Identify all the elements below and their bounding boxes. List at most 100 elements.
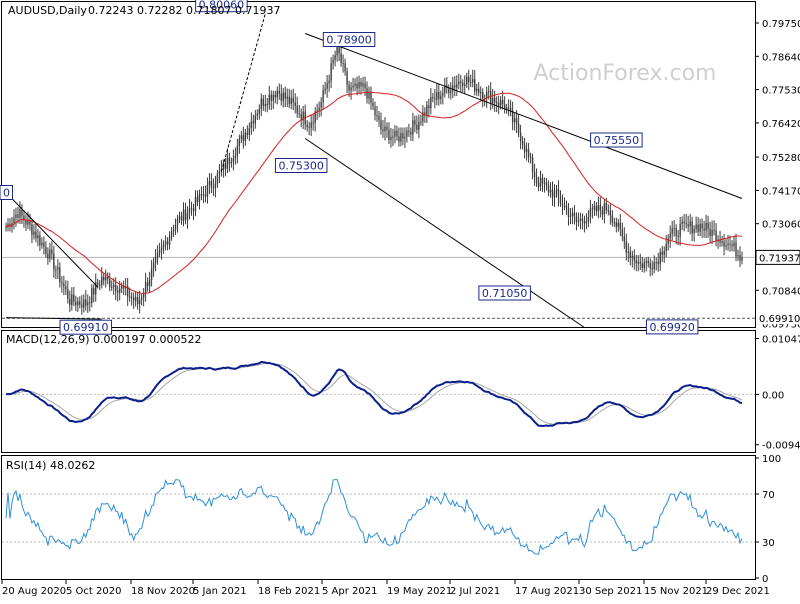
candle-body (513, 118, 516, 123)
candle-body (607, 210, 610, 212)
candle-body (280, 93, 282, 101)
candle-body (739, 254, 741, 261)
candle-body (733, 242, 735, 247)
candle-body (75, 301, 77, 306)
candle-body (541, 177, 544, 184)
candle-body (85, 299, 87, 306)
candle-body (172, 229, 175, 232)
candle-body (412, 120, 414, 135)
candle-body (368, 91, 370, 99)
candle-body (468, 76, 470, 83)
candle-body (258, 109, 261, 114)
symbol-title: AUDUSD,Daily 0.72243 0.72282 0.71807 0.7… (8, 4, 280, 17)
candle-body (336, 43, 338, 56)
macd-tick-label: -0.009426 (762, 441, 800, 452)
candle-body (97, 282, 99, 285)
candle-body (244, 132, 247, 142)
candle-body (264, 104, 266, 106)
candle-body (495, 102, 498, 104)
candle-body (148, 279, 151, 286)
price-tick-label: 0.70840 (762, 286, 800, 297)
candle-body (81, 304, 83, 308)
date-tick-label: 5 Jan 2021 (193, 586, 247, 597)
candle-body (156, 253, 159, 257)
candle-body (432, 96, 434, 99)
candle-body (326, 83, 328, 89)
candle-body (489, 91, 492, 104)
candle-body (458, 81, 460, 85)
candle-body (282, 92, 284, 101)
candle-body (655, 262, 657, 264)
candle-body (478, 88, 480, 93)
candle-body (29, 220, 31, 225)
candle-body (57, 267, 59, 270)
candle-body (210, 181, 213, 188)
candle-body (404, 136, 406, 139)
candle-body (296, 105, 298, 114)
date-tick-label: 18 Nov 2020 (131, 586, 195, 597)
candle-body (294, 102, 296, 106)
candle-body (120, 286, 123, 289)
candle-body (380, 120, 382, 130)
candle-body (105, 276, 107, 281)
candle-body (107, 276, 109, 280)
candle-body (344, 63, 346, 72)
trend-line (5, 317, 102, 320)
date-tick-label: 30 Sep 2021 (579, 586, 642, 597)
candle-body (635, 260, 637, 264)
candle-body (487, 91, 490, 93)
candle-body (134, 297, 137, 301)
candle-body (587, 216, 590, 222)
current-price-box (755, 249, 800, 265)
candle-body (138, 299, 141, 305)
candle-body (531, 157, 534, 173)
price-annotation-box (59, 319, 113, 335)
candle-body (53, 253, 55, 270)
candle-body (509, 107, 512, 111)
candle-body (553, 191, 556, 198)
moving-average-line (5, 91, 743, 295)
date-tick-label: 2 Jul 2021 (450, 586, 500, 597)
candle-body (422, 112, 424, 122)
candle-body (575, 216, 578, 223)
candle-body (691, 221, 693, 234)
candle-body (613, 222, 616, 224)
support-price-label: 0.69910 (759, 314, 800, 325)
candle-body (408, 130, 410, 132)
candle-body (252, 121, 255, 124)
candle-body (519, 132, 522, 142)
price-tick-label: 0.76420 (762, 119, 800, 130)
candle-body (17, 214, 19, 218)
candle-body (631, 255, 633, 258)
candle-body (543, 182, 546, 184)
candle-body (683, 221, 685, 224)
date-tick-label: 29 Dec 2021 (706, 586, 770, 597)
price-annotation-box (322, 32, 376, 47)
candle-body (122, 286, 125, 289)
candle-body (679, 223, 681, 237)
candle-body (567, 208, 570, 217)
candle-body (25, 220, 27, 225)
candle-body (270, 94, 272, 101)
candle-body (194, 196, 197, 212)
candle-body (713, 229, 715, 231)
candle-body (699, 223, 701, 232)
candle-body (150, 268, 153, 280)
candle-body (470, 82, 472, 84)
candle-body (390, 136, 392, 141)
candle-body (410, 131, 412, 135)
candle-body (290, 97, 292, 104)
candle-body (595, 205, 598, 212)
candle-body (643, 262, 645, 268)
current-price-label: 0.71937 (759, 253, 800, 264)
candle-body (472, 79, 474, 83)
candle-body (300, 114, 302, 121)
candle-body (386, 126, 388, 130)
candle-body (83, 299, 85, 308)
price-annotation-box (0, 185, 13, 200)
candle-body (440, 95, 442, 100)
candle-body (146, 282, 149, 286)
rsi-line (5, 479, 743, 555)
candle-body (723, 241, 725, 247)
